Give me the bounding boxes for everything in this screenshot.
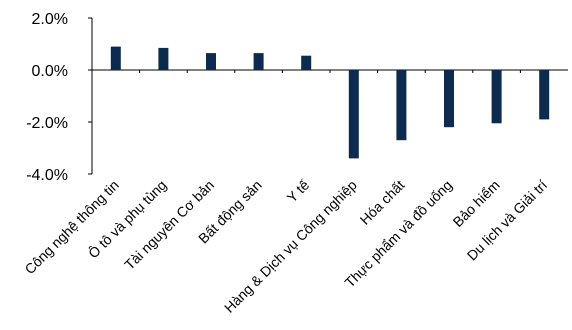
bar [301,55,312,70]
x-category-label: Du lịch và Giải trí [464,177,551,264]
chart-bars [110,46,550,159]
x-category-label: Tài nguyên Cơ bản [121,177,217,273]
bar [158,47,169,70]
y-tick-label: -4.0% [26,167,68,184]
bar [253,53,264,70]
y-tick-label: 0.0% [32,63,68,80]
bar [348,70,359,159]
bar [444,70,454,128]
bar [539,70,550,120]
y-tick-label: 2.0% [32,11,68,28]
bar [206,53,216,70]
x-category-label: Y tế [284,177,313,206]
chart-axes [91,18,568,174]
bar [396,70,407,141]
y-tick-label: -2.0% [26,115,68,132]
y-axis-ticks: 2.0% 0.0% -2.0% -4.0% [26,11,92,184]
bar [110,46,121,70]
bar [491,70,502,124]
